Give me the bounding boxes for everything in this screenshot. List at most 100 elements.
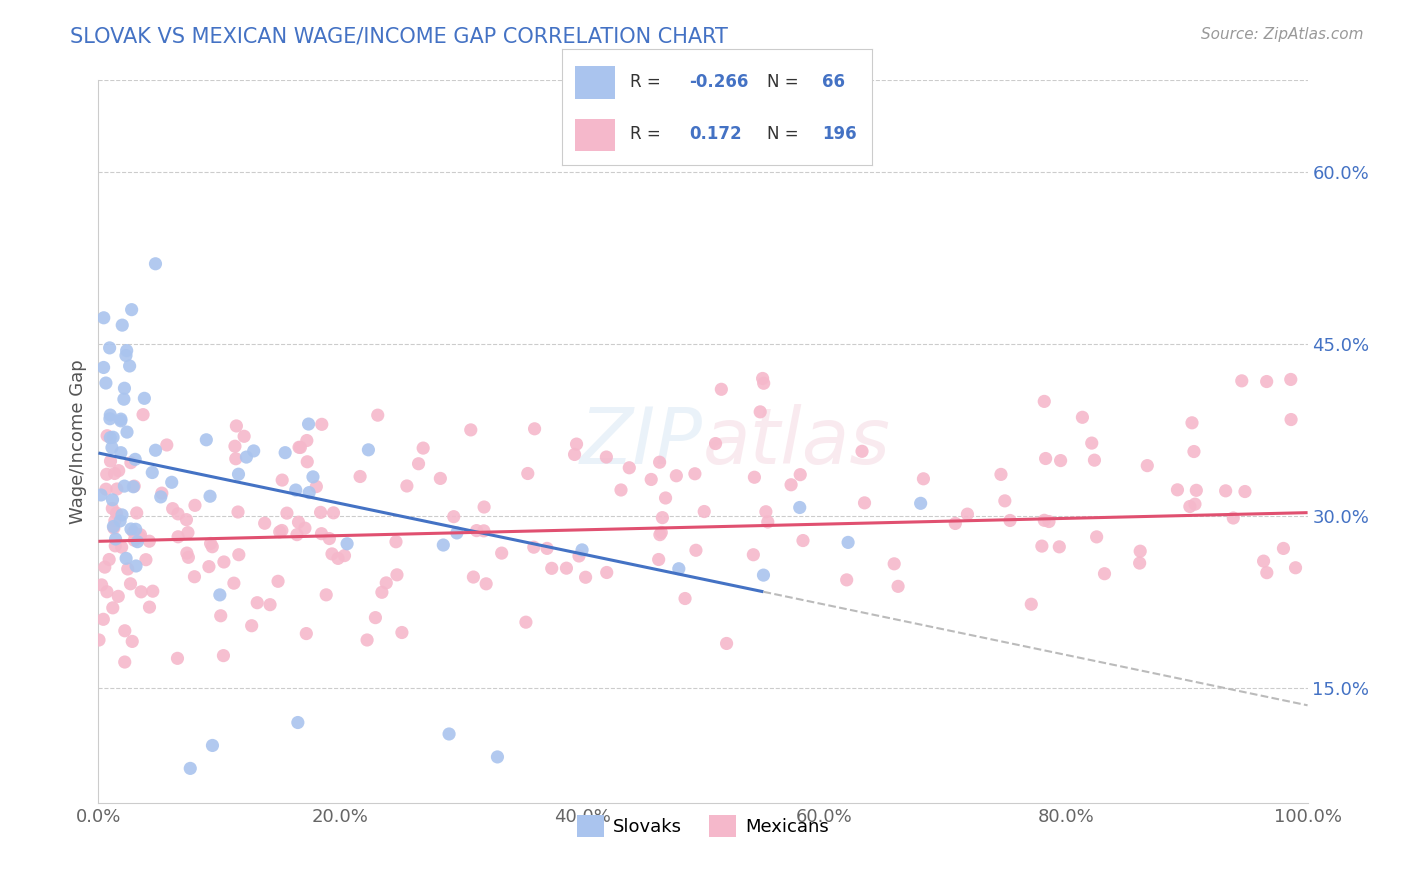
Point [571,542,593,557]
Point [1129,544,1152,558]
Point [98,411,121,425]
Point [752,568,775,582]
Point [322,506,344,520]
Point [1019,597,1042,611]
Point [135,552,157,566]
Point [1136,458,1159,473]
Point [104,514,127,528]
Point [1182,444,1205,458]
Point [568,549,591,563]
Point [269,524,291,539]
Point [311,526,333,541]
Point [486,750,509,764]
Point [1184,497,1206,511]
Text: R =: R = [630,125,661,144]
Point [101,501,124,516]
Point [309,505,332,519]
Point [1284,560,1306,574]
Point [1038,515,1060,529]
Point [91,612,114,626]
Point [640,473,662,487]
Point [212,648,235,663]
Point [1083,453,1105,467]
Point [443,509,465,524]
Point [564,447,586,461]
Point [233,429,256,443]
Point [200,536,222,550]
Point [96,584,118,599]
Point [134,392,156,406]
Point [540,561,562,575]
Point [998,513,1021,527]
Point [1181,416,1204,430]
Point [1071,410,1094,425]
Point [385,567,408,582]
Point [311,417,333,432]
Y-axis label: Wage/Income Gap: Wage/Income Gap [69,359,87,524]
Point [851,444,873,458]
Point [225,419,247,434]
Point [364,610,387,624]
Point [128,530,150,544]
Point [167,507,190,521]
Point [349,469,371,483]
Point [208,588,231,602]
Point [242,444,264,458]
Text: N =: N = [766,73,799,91]
Legend: Slovaks, Mexicans: Slovaks, Mexicans [569,808,837,845]
Point [610,483,633,497]
Point [115,425,138,439]
Point [96,428,118,442]
Point [523,540,546,554]
Point [912,472,935,486]
Point [395,479,418,493]
Point [125,506,148,520]
Point [595,450,617,464]
Point [225,451,247,466]
Point [1178,500,1201,514]
Point [297,417,319,431]
Point [295,434,318,448]
Text: 196: 196 [823,125,856,144]
Bar [575,67,614,99]
Point [142,584,165,599]
Point [321,547,343,561]
Point [749,405,772,419]
Point [235,450,257,464]
Point [177,550,200,565]
Point [673,591,696,606]
Point [956,507,979,521]
Point [837,535,859,549]
Point [619,460,641,475]
Point [124,533,146,548]
Point [704,436,727,450]
Point [285,527,308,541]
Point [429,471,451,485]
Point [125,558,148,573]
Point [103,467,125,481]
Point [1035,451,1057,466]
Point [98,341,121,355]
Point [685,543,707,558]
Point [536,541,558,556]
Point [789,467,811,482]
Text: atlas: atlas [703,403,891,480]
Point [129,584,152,599]
Point [101,492,124,507]
Point [375,575,398,590]
Point [226,505,249,519]
Point [120,522,142,536]
Point [111,508,134,522]
Point [111,540,134,554]
Point [1094,566,1116,581]
Point [246,596,269,610]
Point [274,445,297,459]
Point [1031,539,1053,553]
Point [647,552,669,566]
Point [437,727,460,741]
Point [648,527,671,541]
Point [132,408,155,422]
Point [201,739,224,753]
Point [287,515,309,529]
Point [177,525,200,540]
